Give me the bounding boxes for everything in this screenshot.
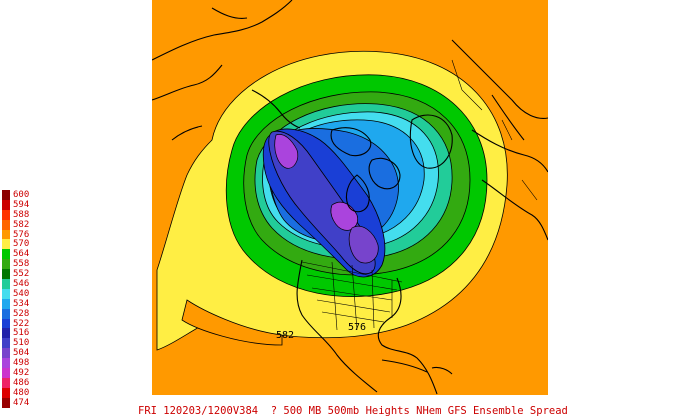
legend-swatch xyxy=(2,229,10,240)
legend-entry: 576 xyxy=(2,229,42,240)
legend-swatch xyxy=(2,318,10,329)
legend-label: 492 xyxy=(13,368,30,379)
legend-label: 522 xyxy=(13,318,30,329)
legend-entry: 516 xyxy=(2,328,42,338)
legend-entry: 486 xyxy=(2,377,42,388)
legend-label: 588 xyxy=(13,209,30,220)
contour-label-576: 576 xyxy=(348,322,366,333)
legend-label: 546 xyxy=(13,279,30,290)
legend-entry: 600 xyxy=(2,190,42,200)
legend-label: 474 xyxy=(13,397,30,408)
legend-swatch xyxy=(2,368,10,378)
legend-swatch xyxy=(2,308,10,319)
legend-entry: 504 xyxy=(2,348,42,358)
legend-entry: 564 xyxy=(2,249,42,259)
legend-label: 480 xyxy=(13,387,30,398)
height-map: 582 576 xyxy=(152,0,548,395)
legend-swatch xyxy=(2,338,10,349)
legend-entry: 498 xyxy=(2,358,42,368)
legend-label: 504 xyxy=(13,348,30,359)
contour-516-region xyxy=(268,130,376,275)
legend-entry: 522 xyxy=(2,318,42,329)
legend-entry: 552 xyxy=(2,269,42,279)
legend-entry: 558 xyxy=(2,259,42,269)
legend-swatch xyxy=(2,279,10,289)
legend-label: 486 xyxy=(13,377,30,388)
coastlines xyxy=(152,0,548,395)
political-borders xyxy=(301,59,538,331)
legend-swatch xyxy=(2,209,10,220)
contour-582-west xyxy=(181,299,283,346)
legend-label: 510 xyxy=(13,338,30,349)
legend-label: 528 xyxy=(13,308,30,319)
low-west xyxy=(274,134,299,169)
color-legend: 600 594 588 582 576 570 564 558 552 546 540 534 528 5… xyxy=(2,190,42,408)
legend-label: 594 xyxy=(13,199,30,210)
legend-swatch xyxy=(2,328,10,339)
legend-label: 600 xyxy=(13,190,30,200)
legend-label: 558 xyxy=(13,259,30,270)
legend-swatch xyxy=(2,190,10,200)
legend-swatch xyxy=(2,298,10,309)
legend-swatch xyxy=(2,397,10,408)
legend-swatch xyxy=(2,249,10,260)
legend-swatch xyxy=(2,199,10,210)
legend-entry: 528 xyxy=(2,308,42,319)
legend-swatch xyxy=(2,377,10,388)
legend-label: 534 xyxy=(13,298,30,309)
legend-label: 498 xyxy=(13,358,30,369)
low-east xyxy=(348,225,379,264)
legend-swatch xyxy=(2,239,10,250)
legend-swatch xyxy=(2,288,10,299)
legend-swatch xyxy=(2,348,10,359)
legend-label: 576 xyxy=(13,229,30,240)
legend-label: 540 xyxy=(13,288,30,299)
legend-entry: 588 xyxy=(2,209,42,220)
legend-entry: 570 xyxy=(2,239,42,249)
legend-entry: 594 xyxy=(2,199,42,210)
legend-swatch xyxy=(2,259,10,270)
legend-entry: 480 xyxy=(2,387,42,398)
legend-label: 570 xyxy=(13,239,30,250)
legend-entry: 540 xyxy=(2,288,42,299)
legend-swatch xyxy=(2,219,10,230)
legend-entry: 492 xyxy=(2,368,42,378)
legend-entry: 474 xyxy=(2,397,42,408)
map-caption: FRI 120203/1200V384 ? 500 MB 500mb Heigh… xyxy=(138,405,568,417)
legend-entry: 510 xyxy=(2,338,42,348)
legend-label: 582 xyxy=(13,219,30,230)
legend-entry: 534 xyxy=(2,298,42,309)
contour-label-582: 582 xyxy=(276,330,294,341)
legend-label: 564 xyxy=(13,249,30,260)
legend-label: 552 xyxy=(13,269,30,280)
legend-swatch xyxy=(2,269,10,280)
legend-swatch xyxy=(2,387,10,398)
legend-entry: 546 xyxy=(2,279,42,289)
legend-swatch xyxy=(2,358,10,369)
legend-label: 516 xyxy=(13,328,30,339)
legend-entry: 582 xyxy=(2,219,42,230)
